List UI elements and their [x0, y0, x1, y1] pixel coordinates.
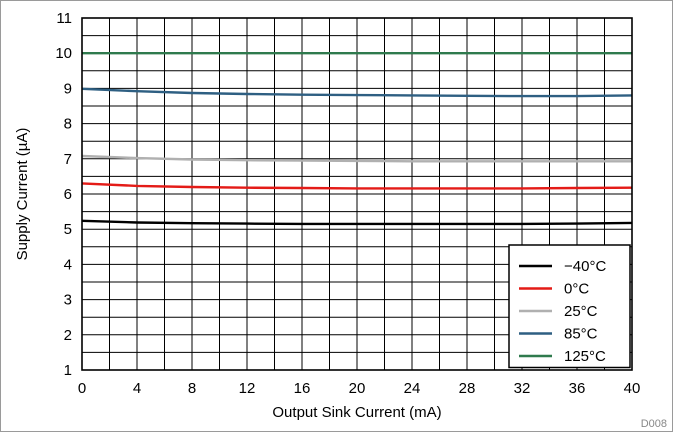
legend-label: 25°C [564, 303, 598, 320]
series-line-2 [81, 154, 632, 163]
y-tick-label: 7 [64, 151, 72, 168]
x-tick-label: 28 [459, 380, 476, 397]
x-tick-label: 24 [404, 380, 421, 397]
x-tick-label: 36 [569, 380, 586, 397]
x-tick-label: 32 [514, 380, 531, 397]
x-tick-label: 20 [349, 380, 366, 397]
x-tick-label: 40 [624, 380, 641, 397]
y-tick-label: 5 [64, 221, 72, 238]
grid [82, 18, 632, 370]
x-tick-label: 16 [294, 380, 311, 397]
y-tick-label: 3 [64, 292, 72, 309]
y-tick-labels: 1 2 3 4 5 6 7 8 9 10 11 [55, 10, 72, 379]
plot-border [81, 17, 633, 371]
x-tick-label: 4 [133, 380, 141, 397]
x-tick-label: 12 [239, 380, 256, 397]
legend-label: 85°C [564, 326, 598, 343]
series-line-0 [81, 219, 633, 226]
series-line-1 [81, 182, 633, 190]
y-tick-label: 11 [56, 10, 72, 27]
x-tick-label: 8 [188, 380, 196, 397]
y-axis-label: Supply Current (µA) [14, 128, 31, 261]
legend-label: 0°C [564, 281, 589, 298]
x-axis-label: Output Sink Current (mA) [272, 404, 441, 421]
figure-code: D008 [641, 418, 667, 430]
y-tick-label: 2 [64, 327, 72, 344]
legend-label: 125°C [564, 348, 606, 365]
y-tick-label: 6 [64, 186, 72, 203]
legend: −40°C 0°C 25°C 85°C 125°C [508, 244, 631, 369]
y-tick-label: 8 [64, 116, 72, 133]
x-tick-labels: 0 4 8 12 16 20 24 28 32 36 40 [78, 380, 641, 397]
series-lines [81, 52, 633, 226]
y-tick-label: 9 [64, 80, 72, 97]
y-tick-label: 4 [64, 256, 72, 273]
legend-label: −40°C [564, 258, 606, 275]
x-tick-label: 0 [78, 380, 86, 397]
y-tick-label: 10 [55, 45, 72, 62]
y-tick-label: 1 [64, 362, 72, 379]
series-line-3 [81, 87, 633, 98]
